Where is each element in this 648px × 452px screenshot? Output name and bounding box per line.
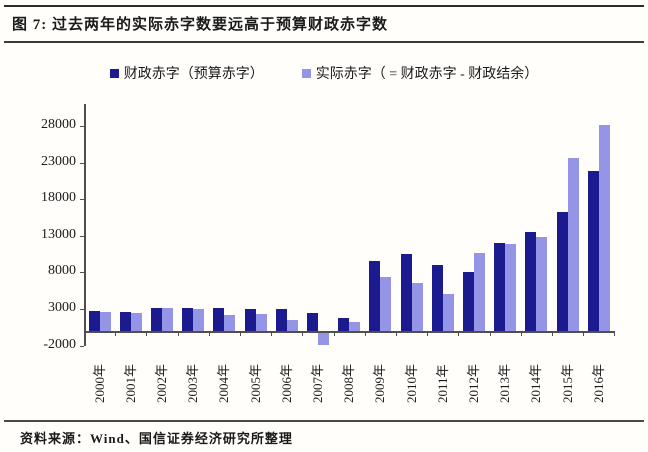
actual-deficit-bar xyxy=(318,332,329,345)
actual-deficit-bar xyxy=(411,283,423,331)
y-tick-label: 28000 xyxy=(41,117,76,133)
actual-deficit-bar xyxy=(255,314,267,331)
x-tick-mark xyxy=(396,332,397,336)
x-tick-mark xyxy=(458,332,460,336)
budget-deficit-bar xyxy=(431,265,443,331)
x-tick-mark xyxy=(208,332,210,336)
x-axis-year-label: 2012年 xyxy=(466,363,481,403)
x-tick-mark xyxy=(333,332,335,336)
actual-deficit-bar xyxy=(99,311,111,331)
actual-deficit-bar xyxy=(474,252,485,331)
actual-deficit-bar xyxy=(442,294,454,331)
x-tick-mark xyxy=(614,332,616,336)
y-tick-mark xyxy=(80,309,84,311)
actual-deficit-swatch-icon xyxy=(301,68,311,78)
budget-deficit-bar xyxy=(182,307,194,331)
actual-deficit-bar xyxy=(536,237,548,331)
budget-deficit-bar xyxy=(307,313,318,331)
x-tick-mark xyxy=(271,332,273,336)
actual-deficit-bar xyxy=(349,322,361,331)
budget-deficit-bar xyxy=(400,254,412,331)
x-axis-year-label: 2002年 xyxy=(154,363,169,403)
actual-deficit-bar xyxy=(193,309,205,331)
x-tick-mark xyxy=(177,332,179,336)
x-axis-year-label: 2005年 xyxy=(247,363,263,403)
x-axis-year-label: 2000年 xyxy=(91,363,107,403)
chart-legend: 财政赤字（预算赤字） 实际赤字（ = 财政赤字 - 财政结余） xyxy=(0,62,648,84)
x-axis-year-label: 2014年 xyxy=(528,363,544,403)
x-tick-mark xyxy=(84,332,85,336)
budget-deficit-bar xyxy=(463,272,474,331)
x-axis-year-label: 2006年 xyxy=(278,363,294,403)
budget-deficit-bar xyxy=(525,232,537,331)
x-axis-year-label: 2007年 xyxy=(310,363,325,403)
budget-deficit-bar xyxy=(119,311,131,331)
budget-deficit-bar xyxy=(338,317,350,331)
actual-deficit-bar xyxy=(162,307,173,331)
y-axis-line xyxy=(84,104,86,346)
x-axis-year-label: 2015年 xyxy=(559,363,575,403)
x-axis-year-label: 2010年 xyxy=(403,363,419,403)
budget-deficit-bar xyxy=(275,309,287,331)
y-tick-mark xyxy=(80,345,84,347)
x-tick-mark xyxy=(583,332,585,336)
y-tick-label: 8000 xyxy=(48,263,76,279)
legend-item-budget-deficit: 财政赤字（预算赤字） xyxy=(109,63,264,83)
actual-deficit-bar xyxy=(567,158,579,331)
budget-deficit-bar xyxy=(244,309,256,331)
x-axis-line xyxy=(84,331,616,333)
y-tick-mark xyxy=(80,235,84,237)
x-tick-mark xyxy=(552,332,553,336)
budget-deficit-bar xyxy=(556,212,568,331)
y-tick-label: -2000 xyxy=(43,336,76,352)
y-tick-label: 3000 xyxy=(48,300,76,316)
actual-deficit-bar xyxy=(380,276,392,331)
actual-deficit-bar xyxy=(224,314,236,331)
data-source-note: 资料来源：Wind、国信证券经济研究所整理 xyxy=(20,431,293,446)
x-tick-mark xyxy=(115,332,117,336)
budget-deficit-bar xyxy=(494,243,506,331)
y-tick-mark xyxy=(80,199,84,201)
budget-deficit-bar xyxy=(213,307,225,331)
budget-deficit-bar xyxy=(587,171,599,331)
x-axis-year-label: 2004年 xyxy=(216,363,232,403)
legend-label-budget-deficit: 财政赤字（预算赤字） xyxy=(123,67,264,82)
x-tick-mark xyxy=(364,332,366,336)
x-axis-year-label: 2003年 xyxy=(185,363,201,403)
actual-deficit-bar xyxy=(286,320,298,331)
y-tick-label: 23000 xyxy=(41,153,76,169)
top-border xyxy=(4,5,644,7)
legend-item-actual-deficit: 实际赤字（ = 财政赤字 - 财政结余） xyxy=(301,63,539,83)
x-tick-mark xyxy=(240,332,241,336)
footer-divider xyxy=(4,420,644,422)
x-tick-mark xyxy=(489,332,491,336)
y-tick-label: 18000 xyxy=(41,190,76,206)
y-tick-label: 13000 xyxy=(41,226,76,242)
x-tick-mark xyxy=(520,332,522,336)
x-axis-year-label: 2016年 xyxy=(590,363,606,403)
budget-deficit-swatch-icon xyxy=(109,68,119,78)
figure-title: 图 7: 过去两年的实际赤字数要远高于预算财政赤字数 xyxy=(12,17,388,33)
y-tick-mark xyxy=(80,162,84,164)
y-tick-mark xyxy=(80,126,84,128)
x-tick-mark xyxy=(302,332,304,336)
budget-deficit-bar xyxy=(369,261,381,331)
x-axis-year-label: 2008年 xyxy=(341,363,357,403)
x-axis-year-label: 2009年 xyxy=(372,363,388,403)
x-tick-mark xyxy=(146,332,148,336)
actual-deficit-bar xyxy=(505,243,517,331)
budget-deficit-bar xyxy=(88,310,100,331)
actual-deficit-bar xyxy=(130,312,142,331)
actual-deficit-bar xyxy=(598,124,610,331)
x-axis-year-label: 2013年 xyxy=(497,363,513,403)
legend-label-actual-deficit: 实际赤字（ = 财政赤字 - 财政结余） xyxy=(315,67,539,82)
x-axis-year-label: 2001年 xyxy=(122,363,138,403)
y-tick-mark xyxy=(80,272,84,274)
budget-deficit-bar xyxy=(151,308,162,331)
x-axis-year-label: 2011年 xyxy=(434,364,450,403)
title-divider xyxy=(4,41,644,43)
x-tick-mark xyxy=(427,332,429,336)
